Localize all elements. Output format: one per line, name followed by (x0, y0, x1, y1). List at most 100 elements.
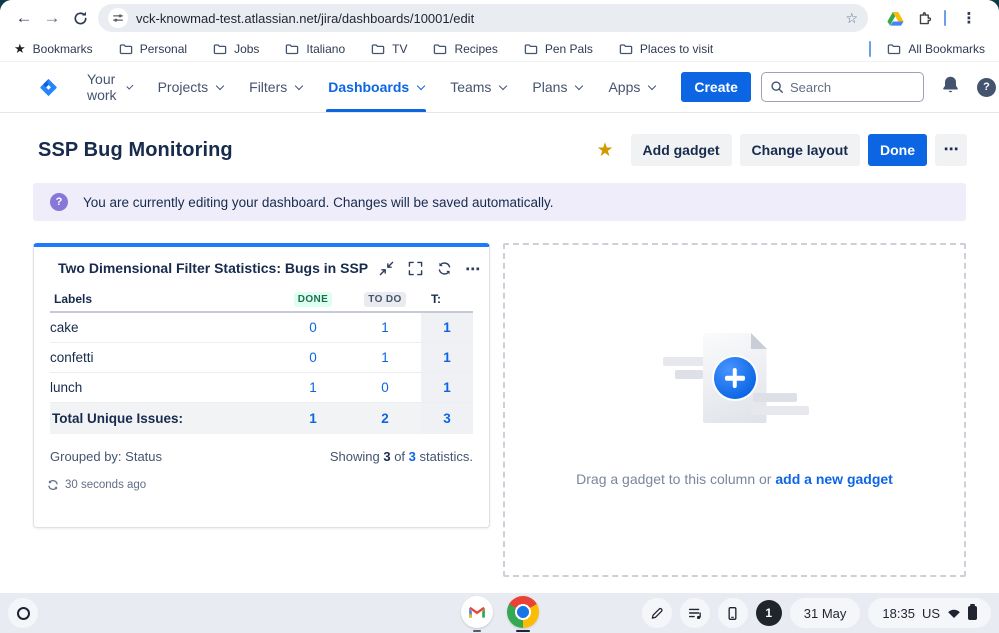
minimize-icon[interactable] (378, 260, 394, 276)
nav-dashboards[interactable]: Dashboards (326, 62, 427, 112)
bookmarks-bar: ★ Bookmarks Personal Jobs Italiano TV Rec… (0, 36, 999, 62)
grand-total[interactable]: 3 (421, 403, 473, 434)
phone-hub-icon[interactable] (717, 598, 748, 628)
add-new-gadget-link[interactable]: add a new gadget (775, 471, 893, 487)
total-count[interactable]: 1 (421, 373, 473, 402)
row-label: confetti (50, 350, 94, 365)
done-total[interactable]: 1 (309, 411, 317, 426)
nav-apps[interactable]: Apps (608, 62, 657, 112)
all-bookmarks-label: All Bookmarks (908, 41, 985, 56)
extensions-icon[interactable] (912, 5, 938, 31)
chevron-down-icon (295, 81, 304, 90)
gadget-footer: Grouped by: Status Showing 3 of 3 statis… (34, 434, 489, 464)
bookmark-folder-tv[interactable]: TV (371, 42, 407, 56)
google-drive-icon[interactable] (882, 5, 908, 31)
more-options-icon[interactable]: ⋯ (935, 134, 967, 166)
jira-nav-items: Your work Projects Filters Dashboards Te… (87, 62, 657, 112)
nav-plans[interactable]: Plans (532, 62, 584, 112)
table-row: cake 0 1 1 (50, 313, 473, 343)
add-plus-icon (713, 357, 756, 399)
jira-logo-icon[interactable] (38, 77, 59, 98)
banner-text: You are currently editing your dashboard… (83, 194, 554, 210)
table-total-row: Total Unique Issues: 1 2 3 (50, 403, 473, 434)
stylus-icon[interactable] (641, 598, 672, 628)
done-count[interactable]: 0 (309, 350, 317, 365)
row-label: lunch (50, 380, 83, 395)
chevron-down-icon (416, 81, 426, 90)
info-question-icon: ? (50, 193, 68, 211)
bookmark-label: Pen Pals (544, 41, 593, 56)
time-text: 18:35 (882, 605, 915, 621)
bookmark-folder-personal[interactable]: Personal (119, 42, 187, 56)
gmail-app-icon[interactable] (460, 596, 493, 632)
url-text[interactable]: vck-knowmad-test.atlassian.net/jira/dash… (136, 10, 475, 26)
back-icon[interactable]: ← (15, 8, 33, 27)
nav-projects[interactable]: Projects (158, 62, 225, 112)
bookmark-folder-jobs[interactable]: Jobs (213, 42, 259, 56)
add-gadget-button[interactable]: Add gadget (630, 134, 732, 166)
gadget-drop-zone[interactable]: Drag a gadget to this column or add a ne… (503, 243, 966, 577)
search-input[interactable] (789, 79, 900, 95)
bookmarks-root[interactable]: ★ Bookmarks (14, 41, 93, 57)
nav-label: Your work (87, 71, 117, 103)
todo-total[interactable]: 2 (381, 411, 389, 426)
bookmark-page-icon[interactable]: ☆ (845, 9, 858, 26)
stats-total-count[interactable]: 3 (408, 449, 416, 464)
done-count[interactable]: 1 (309, 380, 317, 395)
browser-menu-icon[interactable]: ⋮ (961, 10, 977, 27)
create-button[interactable]: Create (681, 72, 751, 102)
refresh-icon[interactable] (436, 260, 452, 276)
status-tray[interactable]: 18:35 US (868, 598, 991, 628)
bookmark-folder-italiano[interactable]: Italiano (285, 42, 345, 56)
site-info-icon[interactable] (108, 8, 128, 28)
chevron-down-icon (126, 82, 134, 89)
launcher-icon[interactable] (8, 598, 38, 628)
showing-stats: Showing 3 of 3 statistics. (330, 449, 473, 464)
battery-icon (968, 603, 977, 620)
table-row: lunch 1 0 1 (50, 373, 473, 403)
nav-your-work[interactable]: Your work (87, 62, 134, 112)
total-count[interactable]: 1 (421, 343, 473, 372)
fullscreen-icon[interactable] (407, 260, 423, 276)
favorite-star-icon[interactable]: ★ (596, 139, 614, 161)
all-bookmarks[interactable]: All Bookmarks (887, 42, 985, 56)
todo-count[interactable]: 1 (381, 350, 389, 365)
bookmark-folder-places[interactable]: Places to visit (619, 42, 713, 56)
change-layout-button[interactable]: Change layout (739, 134, 860, 166)
bookmark-folder-recipes[interactable]: Recipes (433, 42, 498, 56)
url-bar[interactable]: vck-knowmad-test.atlassian.net/jira/dash… (98, 4, 868, 32)
browser-toolbar: ← → vck-knowmad-test.atlassian.net/jira/… (0, 0, 999, 36)
date-pill[interactable]: 31 May (789, 598, 861, 628)
bookmark-folder-pen-pals[interactable]: Pen Pals (524, 42, 593, 56)
help-icon[interactable]: ? (976, 77, 996, 97)
tab-group-separator (944, 10, 946, 26)
done-button[interactable]: Done (868, 134, 927, 166)
done-count[interactable]: 0 (309, 320, 317, 335)
nav-label: Filters (249, 79, 288, 95)
nav-teams[interactable]: Teams (450, 62, 508, 112)
bookmark-label: Personal (139, 41, 188, 56)
reload-icon[interactable] (66, 4, 94, 32)
wifi-icon (948, 609, 960, 618)
os-shelf: 1 31 May 18:35 US (0, 593, 999, 633)
status-todo-lozenge[interactable]: TO DO (364, 291, 406, 307)
todo-count[interactable]: 1 (381, 320, 389, 335)
refreshed-text: 30 seconds ago (65, 479, 147, 491)
todo-count[interactable]: 0 (381, 380, 389, 395)
total-count[interactable]: 1 (421, 313, 473, 342)
status-done-lozenge[interactable]: DONE (293, 291, 333, 307)
chevron-down-icon (215, 81, 225, 90)
media-queue-icon[interactable] (679, 598, 710, 628)
search-box[interactable] (760, 72, 924, 102)
chrome-app-icon[interactable] (506, 596, 539, 632)
nav-filters[interactable]: Filters (249, 62, 304, 112)
gadget-menu-icon[interactable]: ⋯ (465, 261, 482, 278)
decor-stripe (750, 406, 809, 415)
forward-icon[interactable]: → (43, 8, 61, 27)
bookmarks-separator (869, 40, 872, 57)
table-row: confetti 0 1 1 (50, 343, 473, 373)
notification-counter[interactable]: 1 (755, 600, 782, 626)
notifications-icon[interactable] (941, 75, 960, 99)
statistics-word: statistics. (419, 449, 473, 464)
